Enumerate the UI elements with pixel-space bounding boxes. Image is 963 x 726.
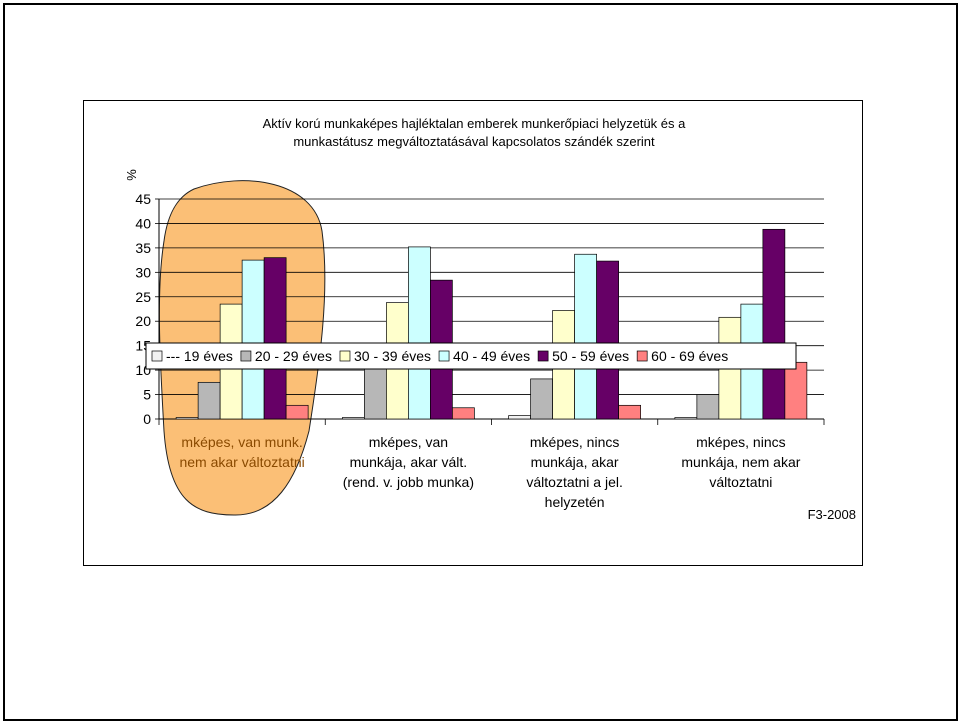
- legend-swatch: [240, 350, 252, 362]
- x-tick-label: (rend. v. jobb munka): [343, 474, 474, 490]
- legend-label: 50 - 59 éves: [552, 348, 629, 364]
- legend-label: 30 - 39 éves: [354, 348, 431, 364]
- bar-chart: Aktív korú munkaképes hajléktalan embere…: [124, 116, 856, 522]
- bar: [784, 361, 808, 420]
- y-tick-label: 20: [135, 313, 151, 329]
- y-tick-label: 0: [143, 411, 151, 427]
- bar: [596, 260, 619, 420]
- bar: [574, 253, 597, 420]
- legend-label: 60 - 69 éves: [651, 348, 728, 364]
- bar: [342, 417, 365, 420]
- x-tick-label: mképes, van: [369, 434, 448, 450]
- x-tick-label: változtatni: [709, 474, 772, 490]
- legend-swatch: [636, 350, 648, 362]
- bar: [674, 417, 698, 420]
- y-tick-label: 30: [135, 264, 151, 280]
- y-axis-label: %: [124, 169, 139, 181]
- chart-title-line: munkastátusz megváltoztatásával kapcsola…: [293, 134, 655, 149]
- x-tick-label: helyzetén: [545, 494, 605, 510]
- bar: [508, 415, 531, 420]
- legend-swatch: [151, 350, 163, 362]
- y-tick-label: 25: [135, 289, 151, 305]
- legend-swatch: [438, 350, 450, 362]
- x-tick-label: mképes, van munk.: [181, 434, 302, 450]
- bar: [285, 404, 309, 420]
- x-tick-label: mképes, nincs: [530, 434, 619, 450]
- bar: [241, 259, 265, 420]
- bar: [618, 404, 641, 420]
- bar: [696, 394, 720, 420]
- bar: [452, 407, 475, 420]
- legend-label: 40 - 49 éves: [453, 348, 530, 364]
- bar: [408, 246, 431, 420]
- legend-swatch: [339, 350, 351, 362]
- chart-area: Aktív korú munkaképes hajléktalan embere…: [83, 100, 863, 566]
- slide-frame: [3, 3, 958, 721]
- legend-label: --- 19 éves: [166, 348, 233, 364]
- y-tick-label: 5: [143, 387, 151, 403]
- bar: [263, 257, 287, 420]
- bar: [762, 228, 786, 420]
- chart-title-line: Aktív korú munkaképes hajléktalan embere…: [263, 116, 686, 131]
- x-tick-label: munkája, nem akar: [681, 454, 800, 470]
- x-tick-label: munkája, akar: [531, 454, 619, 470]
- x-tick-label: nem akar változtatni: [179, 454, 304, 470]
- x-tick-label: változtatni a jel.: [526, 474, 623, 490]
- source-note: F3-2008: [808, 507, 856, 522]
- bar: [197, 381, 221, 420]
- bar: [175, 417, 199, 420]
- y-tick-label: 35: [135, 240, 151, 256]
- legend-label: 20 - 29 éves: [255, 348, 332, 364]
- y-tick-label: 45: [135, 191, 151, 207]
- x-tick-label: munkája, akar vált.: [350, 454, 468, 470]
- y-tick-label: 40: [135, 215, 151, 231]
- legend-swatch: [537, 350, 549, 362]
- x-tick-label: mképes, nincs: [696, 434, 785, 450]
- legend-box: [145, 342, 797, 370]
- bar: [530, 378, 553, 420]
